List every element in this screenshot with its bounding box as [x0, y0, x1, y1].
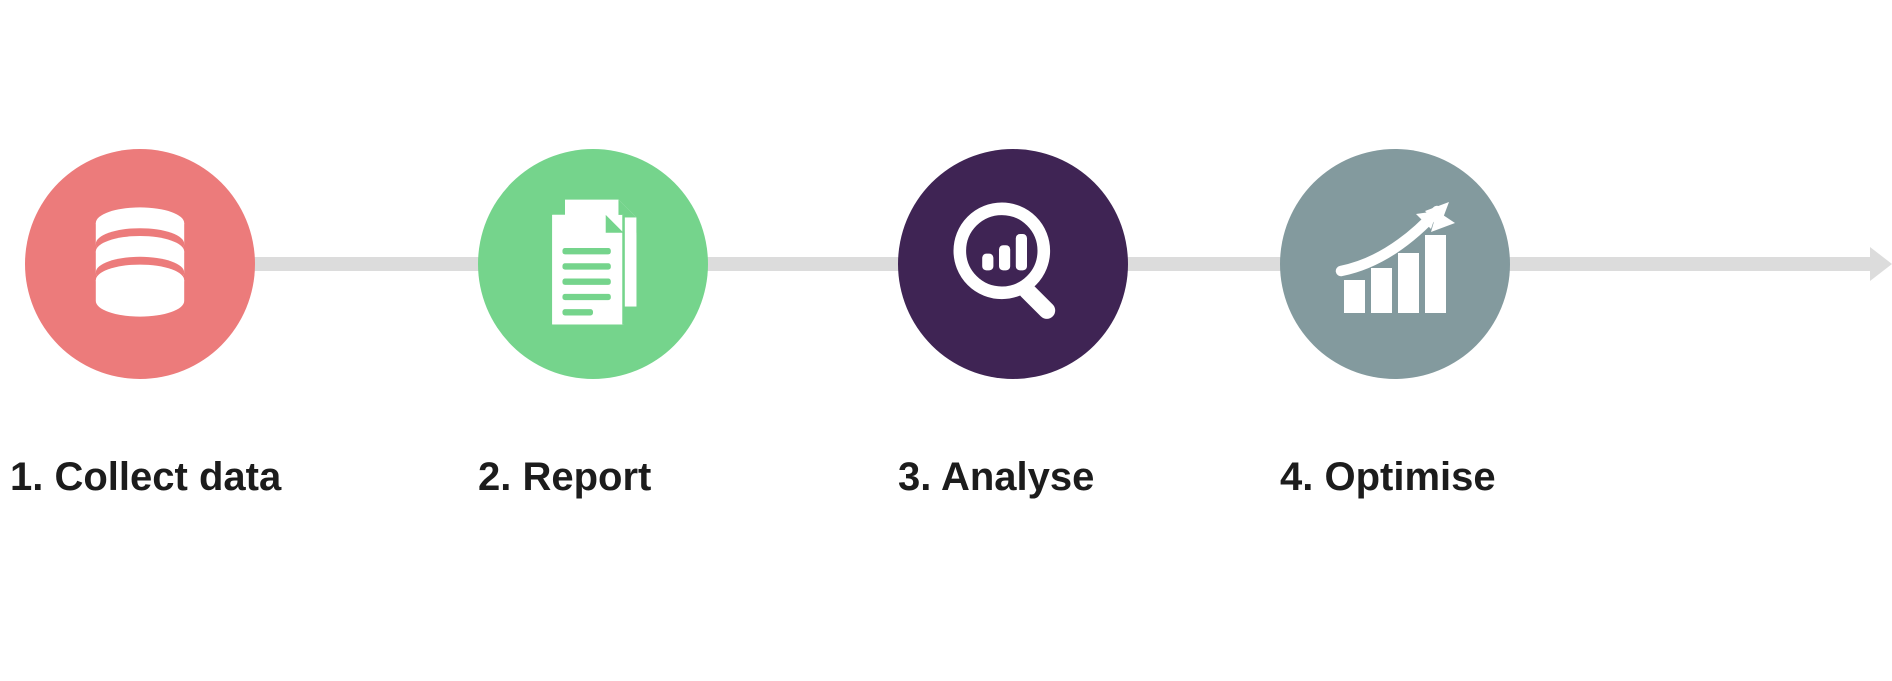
step-report [478, 149, 708, 379]
database-icon [75, 197, 205, 332]
circle-analyse [898, 149, 1128, 379]
process-flow-diagram: 1. Collect data [0, 0, 1892, 681]
connector-1 [250, 257, 490, 271]
label-optimise: 4. Optimise [1280, 455, 1496, 500]
step-analyse [898, 149, 1128, 379]
circle-collect-data [25, 149, 255, 379]
documents-icon [528, 192, 658, 337]
label-collect-data: 1. Collect data [10, 455, 281, 500]
arrowhead-icon [1870, 247, 1892, 281]
circle-optimise [1280, 149, 1510, 379]
circle-report [478, 149, 708, 379]
connector-4 [1500, 257, 1870, 271]
magnify-chart-icon [943, 192, 1083, 337]
label-report: 2. Report [478, 455, 651, 500]
connector-2 [700, 257, 910, 271]
step-collect-data [25, 149, 255, 379]
step-optimise [1280, 149, 1510, 379]
growth-chart-icon [1320, 187, 1470, 342]
connector-3 [1120, 257, 1290, 271]
label-analyse: 3. Analyse [898, 455, 1094, 500]
